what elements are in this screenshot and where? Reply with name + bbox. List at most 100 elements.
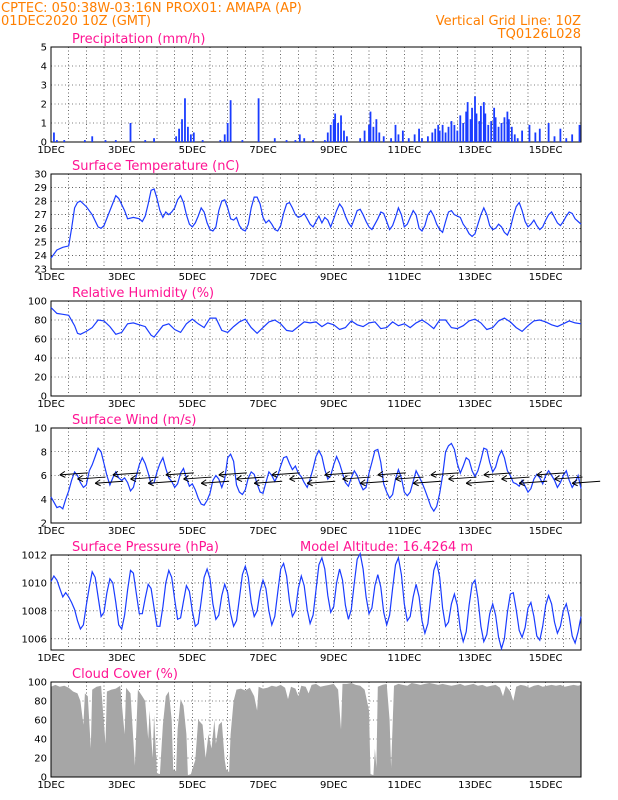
precip-bar (506, 111, 509, 142)
precip-ytick-label: 1 (41, 119, 47, 130)
cloud-xtick-label: 1DEC (37, 780, 64, 791)
rh-xtick-label: 9DEC (320, 399, 347, 410)
wind-arrow-head (324, 470, 331, 478)
cloud-xtick-label: 5DEC (179, 780, 206, 791)
wind-arrow (112, 470, 141, 478)
precip-bar (129, 123, 132, 142)
wind-xtick-label: 1DEC (37, 526, 64, 537)
precip-bar (323, 140, 326, 142)
panel-wind: 2 4 6 8 10 1DEC 3DEC 5DEC 7DEC 9DEC 11DEC 13DEC 15DE… (34, 413, 601, 537)
pressure-title: Surface Pressure (hPa) (72, 540, 219, 555)
cloud-xtick-label: 3DEC (108, 780, 135, 791)
wind-arrow-shaft (377, 472, 406, 476)
precip-bar (478, 121, 481, 142)
wind-xtick-label: 3DEC (108, 526, 135, 537)
rh-line (50, 307, 582, 338)
wind-arrow (306, 479, 336, 487)
precip-bar (83, 140, 86, 142)
rh-xtick-label: 11DEC (387, 399, 421, 410)
precip-bar (394, 124, 397, 142)
precip-bar (421, 138, 423, 142)
pressure-line (50, 551, 582, 651)
precip-bar (229, 100, 232, 142)
precip-bar (187, 126, 189, 142)
temp-title: Surface Temperature (nC) (72, 159, 240, 174)
wind-ytick-label: 4 (41, 495, 47, 506)
wind-arrow (465, 479, 495, 487)
rh-ytick-label: 0 (41, 392, 47, 403)
precip-bar (571, 134, 574, 142)
wind-arrow-shaft (554, 476, 583, 480)
wind-arrow-head (200, 479, 207, 487)
wind-arrow-shaft (572, 480, 601, 484)
precip-bar (397, 134, 400, 142)
precip-bar (453, 124, 456, 142)
precip-bar (441, 124, 444, 142)
precip-xtick-label: 13DEC (458, 145, 492, 156)
precip-bar (413, 134, 416, 142)
wind-arrow-head (77, 475, 84, 483)
cloud-title: Cloud Cover (%) (72, 667, 178, 682)
pressure-xtick-label: 7DEC (249, 653, 276, 664)
wind-arrow (253, 479, 283, 487)
precip-bar (469, 119, 472, 142)
pressure-ytick-label: 1012 (22, 551, 47, 562)
precip-bar (401, 130, 404, 142)
precip-bar (369, 111, 372, 142)
wind-arrow (77, 475, 106, 483)
wind-arrow (324, 470, 353, 478)
wind-arrow-head (412, 479, 419, 487)
temp-ytick-label: 29 (34, 183, 47, 194)
precip-bar (189, 134, 192, 142)
wind-arrow-shaft (342, 476, 371, 480)
wind-xtick-label: 9DEC (320, 526, 347, 537)
temp-line (50, 188, 582, 259)
precip-bar (559, 128, 562, 142)
wind-arrow (571, 479, 601, 487)
wind-arrow-head (183, 475, 190, 483)
wind-arrow-head (342, 475, 349, 483)
wind-arrow-shaft (59, 472, 88, 476)
precip-ytick-label: 2 (41, 100, 47, 111)
precip-bar (456, 130, 459, 142)
wind-arrow-shaft (501, 476, 530, 480)
wind-arrow-head (306, 479, 313, 487)
precip-bar (510, 126, 513, 142)
wind-arrow-head (501, 475, 508, 483)
precip-title: Precipitation (mm/h) (72, 32, 205, 47)
cloud-xtick-label: 7DEC (249, 780, 276, 791)
precip-bar (547, 123, 550, 142)
precip-bar (337, 123, 339, 142)
precip-bar (298, 134, 301, 142)
precip-bar (359, 138, 362, 142)
rh-xtick-label: 13DEC (458, 399, 492, 410)
cloud-ytick-label: 60 (34, 716, 47, 727)
temp-ytick-label: 28 (34, 197, 47, 208)
temp-xtick-label: 11DEC (387, 272, 421, 283)
precip-xtick-label: 5DEC (179, 145, 206, 156)
wind-arrow (289, 475, 318, 483)
wind-arrow-head (536, 470, 543, 478)
temp-ytick-label: 27 (34, 210, 47, 221)
precip-bar (340, 115, 342, 142)
precip-bar (144, 140, 147, 142)
precip-bar (153, 138, 155, 142)
header-grid-info: Vertical Grid Line: 10Z (436, 14, 581, 29)
model-altitude-label: Model Altitude: 16.4264 m (300, 540, 473, 555)
precip-bar (462, 123, 465, 142)
precip-bar (426, 136, 429, 142)
precip-bar (438, 130, 441, 142)
pressure-xtick-label: 13DEC (458, 653, 492, 664)
wind-arrow-shaft (254, 480, 283, 484)
wind-line (50, 442, 582, 513)
precip-bar (434, 128, 437, 142)
wind-arrow-head (271, 470, 278, 478)
precip-bar (332, 119, 335, 142)
wind-arrow (377, 470, 406, 478)
precip-xtick-label: 15DEC (529, 145, 563, 156)
precip-bar (431, 132, 434, 142)
temp-ytick-label: 30 (34, 170, 47, 181)
wind-ytick-label: 10 (34, 424, 47, 435)
cloud-ytick-label: 20 (34, 754, 47, 765)
